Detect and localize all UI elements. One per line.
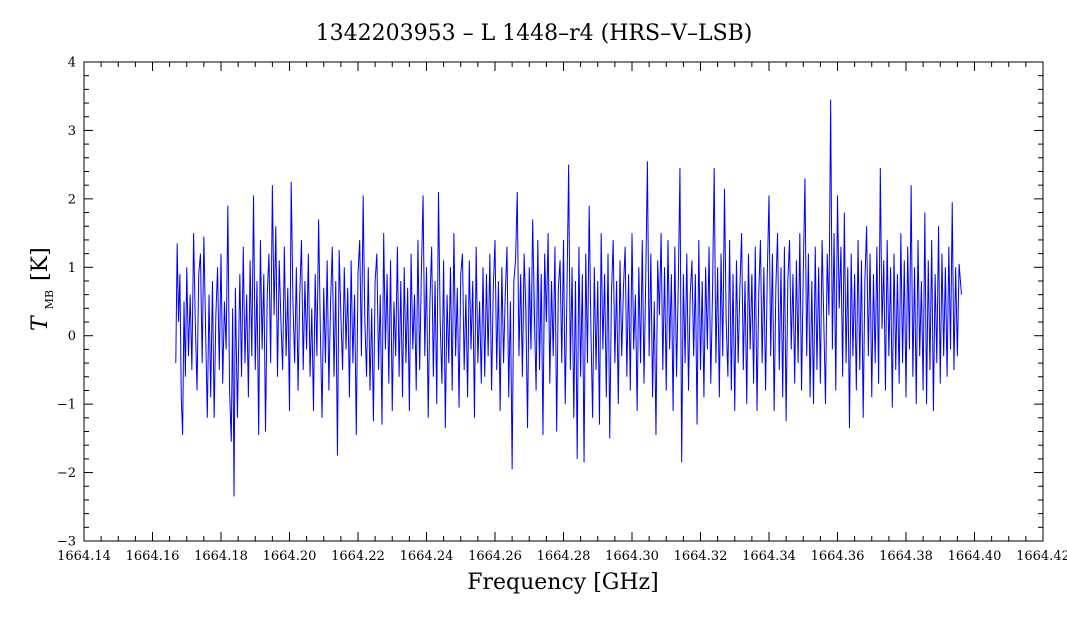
y-axis-label-unit: [K] (28, 247, 53, 281)
y-axis-label-sub: MB (43, 290, 56, 309)
y-tick-label: 3 (68, 124, 76, 139)
y-axis-label: T MB [K] (28, 247, 57, 331)
y-tick-label: 2 (68, 192, 76, 207)
x-tick-label: 1664.36 (811, 549, 865, 564)
x-tick-label: 1664.24 (400, 549, 454, 564)
x-tick-label: 1664.32 (674, 549, 728, 564)
y-tick-label: 0 (68, 329, 76, 344)
plot-frame (83, 61, 1044, 542)
y-tick-label: −1 (57, 398, 76, 413)
x-tick-label: 1664.16 (126, 549, 180, 564)
x-tick-labels: 1664.14 1664.16 1664.18 1664.20 1664.22 1664.… (57, 549, 1067, 564)
chart-title: 1342203953 – L 1448–r4 (HRS–V–LSB) (316, 21, 753, 46)
x-tick-label: 1664.30 (605, 549, 659, 564)
x-tick-label: 1664.34 (742, 549, 796, 564)
y-tick-label: −3 (57, 535, 76, 550)
x-tick-label: 1664.28 (537, 549, 591, 564)
y-tick-label: −2 (57, 466, 76, 481)
x-tick-label: 1664.14 (57, 549, 111, 564)
x-tick-label: 1664.42 (1016, 549, 1067, 564)
spectrum-line (175, 99, 962, 497)
svg-text:T MB [K]: T MB [K] (28, 247, 57, 331)
x-axis-label: Frequency [GHz] (467, 570, 659, 595)
x-tick-label: 1664.22 (331, 549, 385, 564)
x-tick-label: 1664.18 (194, 549, 248, 564)
axis-ticks (83, 61, 1044, 542)
x-tick-label: 1664.38 (879, 549, 933, 564)
y-tick-labels: −3 −2 −1 0 1 2 3 4 (57, 56, 76, 550)
x-tick-label: 1664.40 (948, 549, 1002, 564)
y-tick-label: 1 (68, 261, 76, 276)
x-tick-label: 1664.26 (468, 549, 522, 564)
y-tick-label: 4 (68, 56, 76, 71)
x-tick-label: 1664.20 (263, 549, 317, 564)
y-axis-label-main: T (28, 314, 53, 331)
